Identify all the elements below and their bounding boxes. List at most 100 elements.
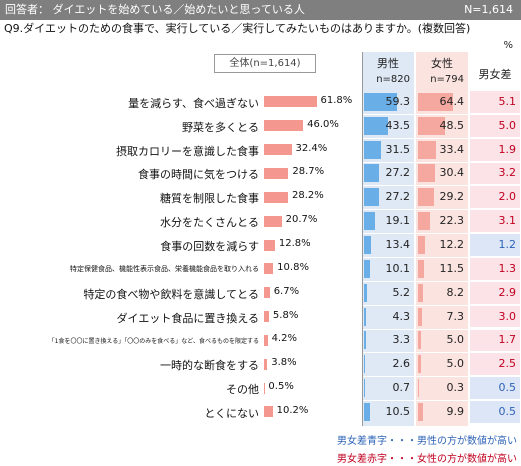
header-bar: 回答者： ダイエットを始めている／始めたいと思っている人 N=1,614 xyxy=(0,0,521,20)
total-bar-label: 0.5% xyxy=(268,381,294,393)
total-bar-label: 12.8% xyxy=(278,238,311,250)
diff-cell xyxy=(470,234,520,256)
row-divider xyxy=(362,137,520,139)
total-bar-label: 20.7% xyxy=(285,214,318,226)
male-bar xyxy=(364,307,367,326)
unit-label: % xyxy=(503,40,513,51)
total-bar-label: 10.8% xyxy=(277,261,309,273)
male-bar xyxy=(364,236,372,255)
total-bar xyxy=(264,144,292,156)
total-bar xyxy=(264,263,274,275)
row-divider xyxy=(362,376,520,378)
male-value: 5.2 xyxy=(392,285,411,299)
category-label: 一時的な断食をする xyxy=(160,359,259,373)
respondent-label: 回答者： ダイエットを始めている／始めたいと思っている人 xyxy=(5,3,305,16)
total-bar xyxy=(264,287,270,299)
total-bar xyxy=(264,167,289,179)
female-value: 30.4 xyxy=(439,166,465,180)
male-bar xyxy=(364,116,388,135)
diff-value: 0.5 xyxy=(498,381,517,395)
female-bar xyxy=(418,402,424,421)
male-value: 31.5 xyxy=(385,142,411,156)
male-value: 27.2 xyxy=(385,190,411,204)
total-bar xyxy=(264,358,268,370)
total-bar-label: 10.2% xyxy=(276,404,309,416)
diff-value: 1.3 xyxy=(498,261,517,275)
female-value: 22.3 xyxy=(439,214,465,228)
diff-value: 2.5 xyxy=(498,357,517,371)
female-bar xyxy=(418,355,421,374)
total-bar xyxy=(264,96,317,108)
female-bar xyxy=(418,92,454,111)
female-value: 5.0 xyxy=(446,333,465,347)
total-bar xyxy=(264,334,268,346)
category-label: 特定の食べ物や飲料を意識してとる xyxy=(83,287,259,301)
male-value: 13.4 xyxy=(385,238,411,252)
diff-value: 2.9 xyxy=(498,285,517,299)
male-bar xyxy=(364,164,379,183)
male-bar xyxy=(364,331,366,350)
female-bar xyxy=(418,188,435,207)
category-label: 摂取カロリーを意識した食事 xyxy=(116,144,259,158)
diff-value: 1.7 xyxy=(498,333,517,347)
male-bar xyxy=(364,212,375,231)
total-bar xyxy=(264,120,304,132)
male-value: 19.1 xyxy=(385,214,411,228)
category-label: 野菜を多くとる xyxy=(182,120,259,134)
diff-cell xyxy=(470,162,520,185)
diff-value: 1.2 xyxy=(498,238,517,252)
category-label: 糖質を制限した食事 xyxy=(160,192,259,206)
male-bar xyxy=(364,92,397,111)
male-bar xyxy=(364,259,370,278)
category-label: その他 xyxy=(226,383,259,397)
female-value: 12.2 xyxy=(439,238,465,252)
diff-cell xyxy=(470,257,520,280)
male-value: 0.7 xyxy=(392,381,411,395)
diff-column-header: 男女差 xyxy=(478,68,512,81)
diff-value: 3.1 xyxy=(498,214,517,228)
row-divider xyxy=(362,113,520,115)
female-value: 7.3 xyxy=(446,309,465,323)
legend-blue: 男女差青字・・・男性の方が数値が高い xyxy=(337,436,517,447)
female-bar xyxy=(418,140,437,159)
female-value: 64.4 xyxy=(439,94,465,108)
male-bar xyxy=(364,402,370,421)
female-bar xyxy=(418,212,431,231)
row-divider xyxy=(362,280,520,282)
male-value: 10.1 xyxy=(385,261,411,275)
female-bar xyxy=(418,116,445,135)
male-value: 4.3 xyxy=(392,309,411,323)
diff-value: 3.2 xyxy=(498,166,517,180)
diff-cell xyxy=(470,329,520,352)
diff-value: 0.5 xyxy=(498,404,517,418)
male-value: 27.2 xyxy=(385,166,411,180)
female-value: 33.4 xyxy=(439,142,465,156)
total-bar-label: 4.2% xyxy=(271,333,297,345)
row-divider xyxy=(362,161,520,163)
diff-cell xyxy=(470,114,520,137)
male-value: 10.5 xyxy=(385,404,411,418)
total-bar xyxy=(264,215,282,227)
total-bar xyxy=(264,406,273,418)
female-value: 11.5 xyxy=(439,261,465,275)
diff-cell xyxy=(470,210,520,233)
sample-size: N=1,614 xyxy=(464,3,513,16)
female-value: 8.2 xyxy=(446,285,465,299)
diff-cell xyxy=(470,91,520,113)
row-divider xyxy=(362,209,520,211)
diff-cell xyxy=(470,353,520,376)
row-divider xyxy=(362,400,520,402)
female-value: 9.9 xyxy=(446,404,465,418)
total-bar xyxy=(264,239,275,251)
total-bar-label: 61.8% xyxy=(320,94,353,106)
female-bar xyxy=(418,283,423,302)
row-divider xyxy=(362,352,520,354)
total-bar-label: 28.7% xyxy=(292,166,325,178)
female-n-label: n=794 xyxy=(430,74,464,85)
male-bar xyxy=(364,355,366,374)
category-label: とくにない xyxy=(204,406,259,420)
female-bar xyxy=(418,236,425,255)
female-value: 5.0 xyxy=(446,357,465,371)
female-value: 29.2 xyxy=(439,190,465,204)
category-label: 食事の回数を減らす xyxy=(160,240,259,254)
